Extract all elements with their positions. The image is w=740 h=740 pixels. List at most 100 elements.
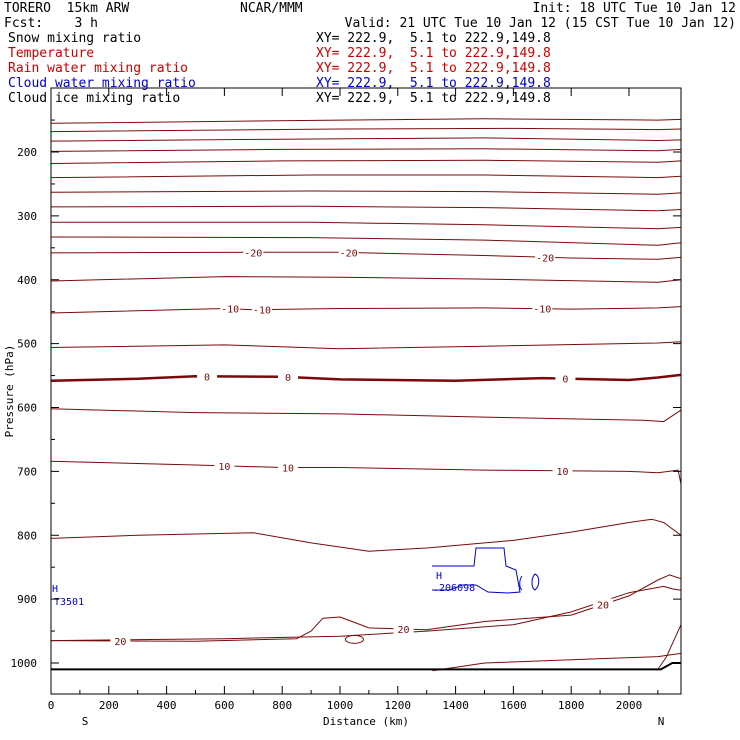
cloud-water-left-value: T3501 bbox=[54, 597, 84, 608]
temperature-contour bbox=[657, 624, 682, 670]
field-temperature-label: Temperature bbox=[8, 46, 95, 61]
temperature-contour bbox=[50, 148, 682, 152]
y-tick-label: 300 bbox=[17, 210, 37, 223]
valid-time: Valid: 21 UTC Tue 10 Jan 12 (15 CST Tue … bbox=[344, 16, 736, 31]
temperature-contour bbox=[50, 408, 682, 423]
temperature-contour-label: -20 bbox=[244, 248, 262, 259]
temperature-contour-label: 0 bbox=[204, 372, 210, 383]
temperature-contour bbox=[50, 585, 682, 642]
temperature-contour-label: 0 bbox=[562, 375, 568, 386]
contour-label-background bbox=[277, 371, 298, 384]
contour-label-background bbox=[197, 370, 218, 383]
field-cloud-ice-label: Cloud ice mixing ratio bbox=[8, 91, 181, 106]
temperature-contour bbox=[432, 652, 682, 672]
x-tick-label: 800 bbox=[272, 699, 292, 712]
plot-frame bbox=[50, 87, 682, 695]
x-tick-label: 0 bbox=[48, 699, 55, 712]
x-tick-label: 400 bbox=[157, 699, 177, 712]
temperature-contour bbox=[50, 205, 682, 212]
x-tick-label: 1200 bbox=[385, 699, 412, 712]
temperature-contour-label: 20 bbox=[398, 625, 410, 636]
temperature-contour bbox=[50, 159, 682, 164]
y-tick-label: 600 bbox=[17, 402, 37, 415]
model-title: TORERO 15km ARW bbox=[4, 1, 130, 16]
temperature-contour bbox=[50, 341, 682, 350]
field-cloud-water-label: Cloud water mixing ratio bbox=[8, 76, 196, 91]
cloud-water-contours: H .206098 H T3501 bbox=[52, 547, 540, 608]
x-tick-label: 1400 bbox=[442, 699, 469, 712]
temperature-contour bbox=[50, 251, 682, 260]
field-rain-xy: XY= 222.9, 5.1 to 222.9,149.8 bbox=[316, 61, 551, 76]
field-cloud-water-xy: XY= 222.9, 5.1 to 222.9,149.8 bbox=[316, 76, 551, 91]
cloud-water-contour bbox=[519, 575, 523, 591]
temperature-contour-label: 20 bbox=[597, 601, 609, 612]
contour-label-background bbox=[243, 246, 264, 259]
temperature-contour-label: 10 bbox=[556, 467, 568, 478]
field-snow-label: Snow mixing ratio bbox=[8, 31, 142, 46]
temperature-contour bbox=[50, 518, 682, 552]
cloud-water-left-high-marker: H bbox=[52, 584, 58, 595]
field-cloud-ice-xy: XY= 222.9, 5.1 to 222.9,149.8 bbox=[316, 91, 551, 106]
x-tick-label: 1000 bbox=[327, 699, 354, 712]
temperature-contour bbox=[50, 236, 682, 246]
temperature-contour-label: -10 bbox=[253, 306, 271, 317]
temperature-contour bbox=[50, 574, 682, 642]
cloud-water-contour bbox=[531, 573, 540, 591]
field-snow-xy: XY= 222.9, 5.1 to 222.9,149.8 bbox=[316, 31, 551, 46]
temperature-contours: -20 -20 -20 -10 -10 -10 0 0 0 10 10 10 20 20 20 bbox=[50, 118, 682, 672]
temperature-contour bbox=[50, 276, 682, 283]
init-time: Init: 18 UTC Tue 10 Jan 12 bbox=[532, 1, 737, 16]
temperature-contour bbox=[50, 127, 682, 133]
y-axis-title: Pressure (hPa) bbox=[3, 345, 16, 438]
temperature-contour bbox=[50, 306, 682, 314]
contour-label-background bbox=[393, 623, 414, 636]
x-axis-title: Distance (km) bbox=[323, 715, 409, 728]
forecast-hour: Fcst: 3 h bbox=[4, 16, 98, 31]
temperature-contour bbox=[50, 190, 682, 195]
temperature-contour-label: -10 bbox=[533, 305, 551, 316]
contour-label-background bbox=[277, 461, 298, 474]
temperature-contour-label: 10 bbox=[218, 462, 230, 473]
temperature-contour bbox=[50, 137, 682, 142]
cloud-water-high-marker: H bbox=[436, 571, 442, 582]
temperature-contour-label: 20 bbox=[114, 637, 126, 648]
temperature-contour bbox=[51, 221, 682, 230]
contour-label-background bbox=[251, 303, 272, 316]
contour-label-background bbox=[220, 302, 241, 315]
south-end-label: S bbox=[82, 715, 89, 728]
temperature-contour-label: -20 bbox=[340, 248, 358, 259]
temperature-contour-label: -10 bbox=[221, 305, 239, 316]
y-tick-label: 1000 bbox=[11, 657, 38, 670]
y-tick-label: 400 bbox=[17, 274, 37, 287]
contour-label-background bbox=[592, 598, 613, 611]
y-tick-label: 200 bbox=[17, 146, 37, 159]
x-tick-label: 2000 bbox=[616, 699, 643, 712]
temperature-contour bbox=[50, 460, 682, 485]
y-tick-label: 800 bbox=[17, 529, 37, 542]
cloud-water-contour bbox=[432, 547, 521, 594]
contour-label-background bbox=[338, 246, 359, 259]
temperature-contour-label: 10 bbox=[282, 464, 294, 475]
y-tick-label: 900 bbox=[17, 593, 37, 606]
contour-label-background bbox=[214, 459, 235, 472]
north-end-label: N bbox=[658, 715, 665, 728]
contour-label-background bbox=[110, 634, 131, 647]
temperature-closed-contour bbox=[344, 634, 364, 644]
contour-label-background bbox=[535, 251, 556, 264]
x-tick-label: 200 bbox=[99, 699, 119, 712]
ground-surface bbox=[51, 662, 681, 671]
temperature-contour bbox=[50, 373, 682, 382]
x-axis: 0 200 400 600 800 1000 1200 1400 1600 1800 2000 bbox=[48, 88, 659, 712]
cloud-water-max-value: .206098 bbox=[433, 583, 475, 594]
temperature-contour-label: -20 bbox=[536, 253, 554, 264]
temperature-contour bbox=[50, 174, 682, 179]
temperature-contour-label: 0 bbox=[285, 373, 291, 384]
field-temperature-xy: XY= 222.9, 5.1 to 222.9,149.8 bbox=[316, 46, 551, 61]
contour-label-background bbox=[532, 302, 553, 315]
ground-line bbox=[51, 662, 681, 671]
contour-label-background bbox=[552, 464, 573, 477]
center-title: NCAR/MMM bbox=[240, 1, 303, 16]
x-tick-label: 1600 bbox=[500, 699, 527, 712]
